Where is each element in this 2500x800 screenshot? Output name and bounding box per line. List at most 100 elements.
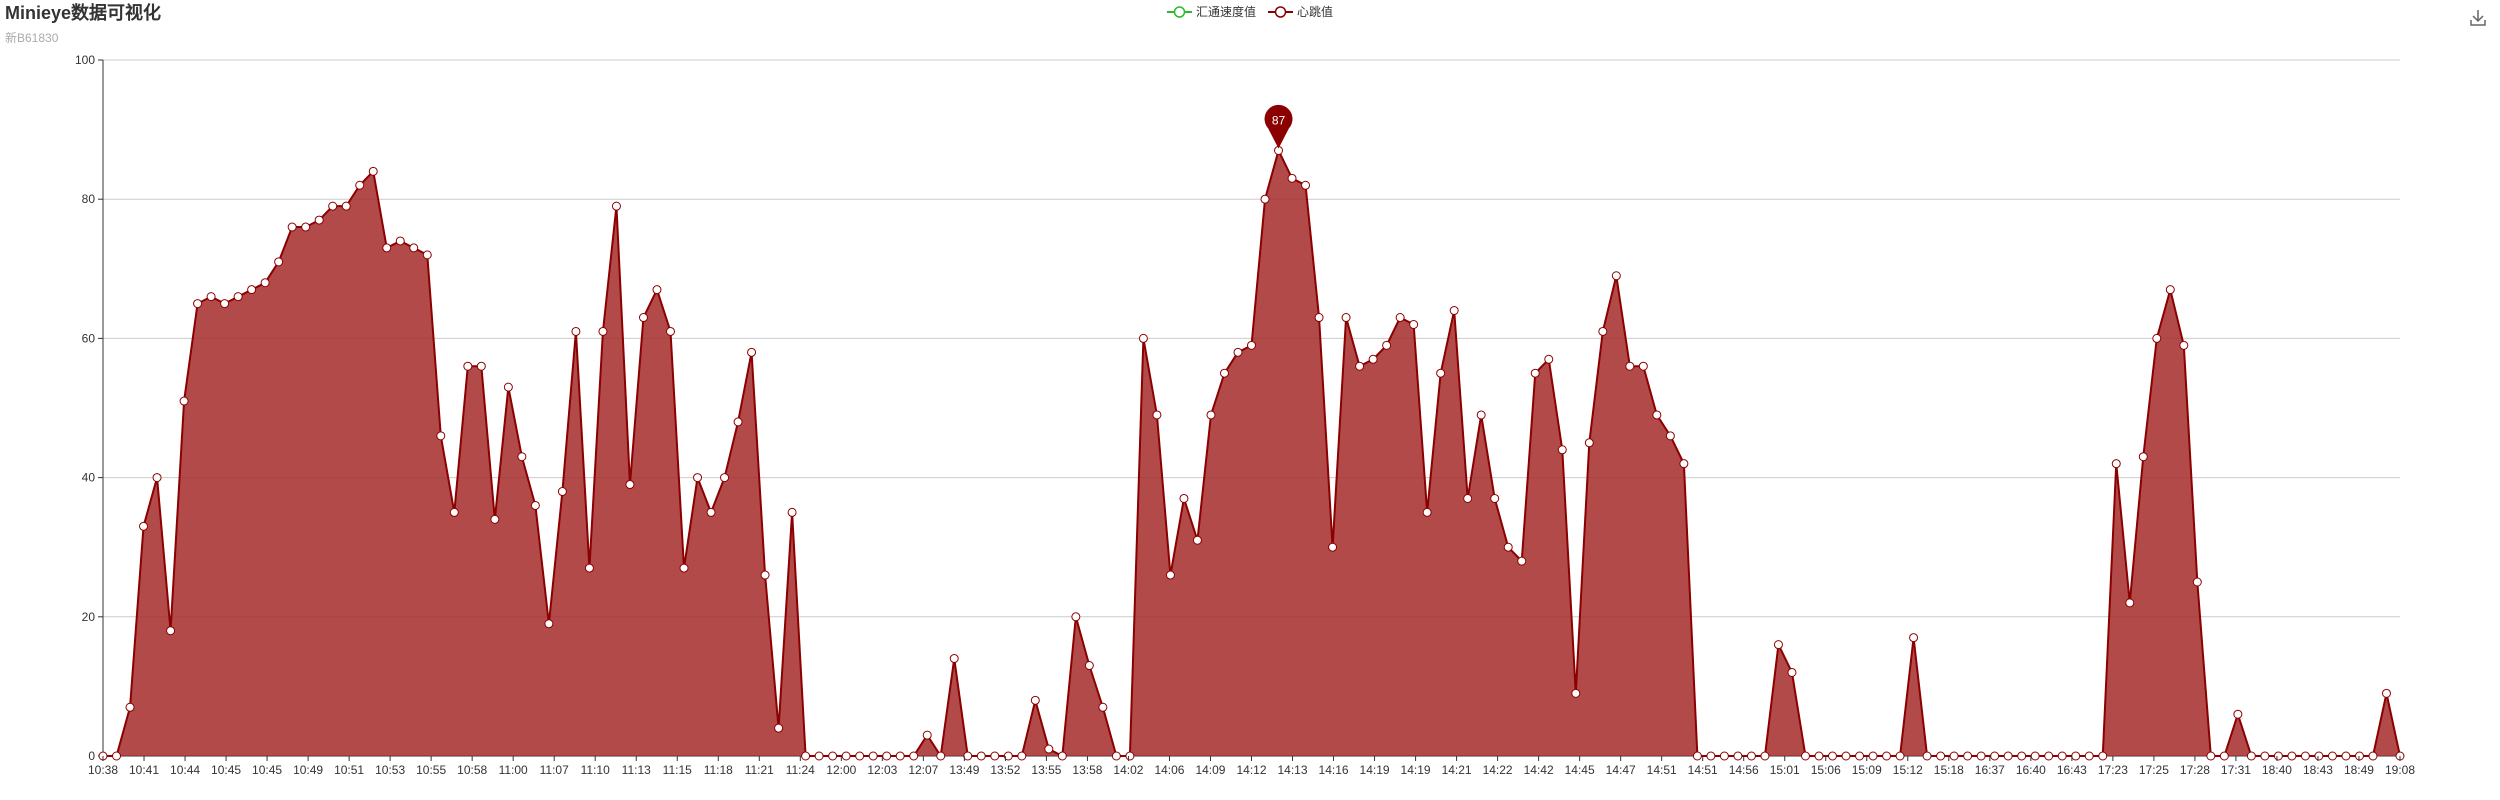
heartbeat-point <box>1341 313 1351 323</box>
heartbeat-point <box>2003 751 2013 761</box>
heartbeat-point <box>2030 751 2040 761</box>
heartbeat-point <box>233 292 243 302</box>
x-tick-label: 18:49 <box>2344 763 2374 777</box>
heartbeat-point <box>1517 556 1527 566</box>
y-tick-label: 60 <box>82 331 96 345</box>
x-tick-label: 11:13 <box>622 763 651 777</box>
heartbeat-point <box>1071 612 1081 622</box>
x-tick-label: 14:19 <box>1401 763 1431 777</box>
heartbeat-point <box>1679 459 1689 469</box>
x-tick-label: 15:06 <box>1811 763 1841 777</box>
heartbeat-point <box>206 292 216 302</box>
heartbeat-point <box>1949 751 1959 761</box>
heartbeat-point <box>1652 410 1662 420</box>
heartbeat-point <box>1530 368 1540 378</box>
heartbeat-point <box>1328 542 1338 552</box>
heartbeat-point <box>720 473 730 483</box>
heartbeat-point <box>166 626 176 636</box>
heartbeat-point <box>2017 751 2027 761</box>
legend-swatch-heartbeat <box>1268 5 1293 18</box>
heartbeat-point <box>1625 361 1635 371</box>
heartbeat-point <box>787 507 797 517</box>
heartbeat-point <box>1219 368 1229 378</box>
legend-item-heartbeat[interactable]: 心跳值 <box>1268 3 1333 20</box>
x-tick-label: 10:45 <box>252 763 282 777</box>
heartbeat-point <box>693 473 703 483</box>
heartbeat-point <box>2098 751 2108 761</box>
legend: 汇通速度值 心跳值 <box>0 3 2500 20</box>
heartbeat-point <box>2192 577 2202 587</box>
heartbeat-point <box>2057 751 2067 761</box>
heartbeat-point <box>1882 751 1892 761</box>
heartbeat-point <box>328 201 338 211</box>
legend-label-heartbeat: 心跳值 <box>1297 5 1334 19</box>
heartbeat-point <box>152 473 162 483</box>
heartbeat-point <box>1503 542 1513 552</box>
heartbeat-point <box>557 487 567 497</box>
x-tick-label: 13:49 <box>949 763 979 777</box>
heartbeat-point <box>1773 640 1783 650</box>
heartbeat-point <box>395 236 405 246</box>
heartbeat-point <box>774 723 784 733</box>
heartbeat-point <box>2300 751 2310 761</box>
heartbeat-point <box>301 222 311 232</box>
heartbeat-point <box>665 326 675 336</box>
heartbeat-point <box>963 751 973 761</box>
heartbeat-point <box>679 563 689 573</box>
heartbeat-point <box>463 361 473 371</box>
x-tick-label: 11:24 <box>786 763 815 777</box>
heartbeat-point <box>1125 751 1135 761</box>
x-tick-label: 17:28 <box>2180 763 2210 777</box>
heartbeat-point <box>1909 633 1919 643</box>
x-tick-label: 11:18 <box>704 763 733 777</box>
x-tick-label: 10:44 <box>170 763 200 777</box>
heartbeat-point <box>341 201 351 211</box>
heartbeat-point <box>2179 340 2189 350</box>
heartbeat-point <box>1760 751 1770 761</box>
heartbeat-point <box>841 751 851 761</box>
heartbeat-point <box>1152 410 1162 420</box>
x-tick-label: 13:55 <box>1031 763 1061 777</box>
heartbeat-point <box>1138 333 1148 343</box>
x-tick-label: 16:40 <box>2016 763 2046 777</box>
heartbeat-point <box>1463 493 1473 503</box>
x-tick-label: 12:00 <box>826 763 856 777</box>
download-icon[interactable] <box>2468 8 2488 28</box>
x-tick-label: 14:16 <box>1319 763 1349 777</box>
heartbeat-point <box>1922 751 1932 761</box>
legend-item-speed[interactable]: 汇通速度值 <box>1166 3 1256 20</box>
heartbeat-point <box>1746 751 1756 761</box>
x-tick-label: 14:12 <box>1236 763 1266 777</box>
heartbeat-point <box>1787 667 1797 677</box>
heartbeat-point <box>260 278 270 288</box>
x-tick-label: 14:42 <box>1524 763 1554 777</box>
heartbeat-point <box>1409 319 1419 329</box>
heartbeat-point <box>1733 751 1743 761</box>
legend-swatch-speed <box>1166 5 1192 18</box>
heartbeat-point <box>2233 709 2243 719</box>
heartbeat-point <box>1233 347 1243 357</box>
heartbeat-point <box>1841 751 1851 761</box>
heartbeat-point <box>503 382 513 392</box>
heartbeat-point <box>2084 751 2094 761</box>
heartbeat-point <box>1165 570 1175 580</box>
x-tick-label: 17:25 <box>2139 763 2169 777</box>
heartbeat-point <box>760 570 770 580</box>
x-tick-label: 14:09 <box>1195 763 1225 777</box>
heartbeat-point <box>1868 751 1878 761</box>
x-tick-label: 10:41 <box>129 763 159 777</box>
heartbeat-point <box>382 243 392 253</box>
heartbeat-point <box>611 201 621 211</box>
heartbeat-point <box>1719 751 1729 761</box>
heartbeat-area <box>103 150 2400 757</box>
heartbeat-point <box>220 299 230 309</box>
heartbeat-point <box>1800 751 1810 761</box>
heartbeat-point <box>274 257 284 267</box>
heartbeat-point <box>422 250 432 260</box>
x-tick-label: 14:51 <box>1647 763 1677 777</box>
x-tick-label: 13:52 <box>990 763 1020 777</box>
heartbeat-point <box>112 751 122 761</box>
heartbeat-point <box>2206 751 2216 761</box>
heartbeat-point <box>2260 751 2270 761</box>
